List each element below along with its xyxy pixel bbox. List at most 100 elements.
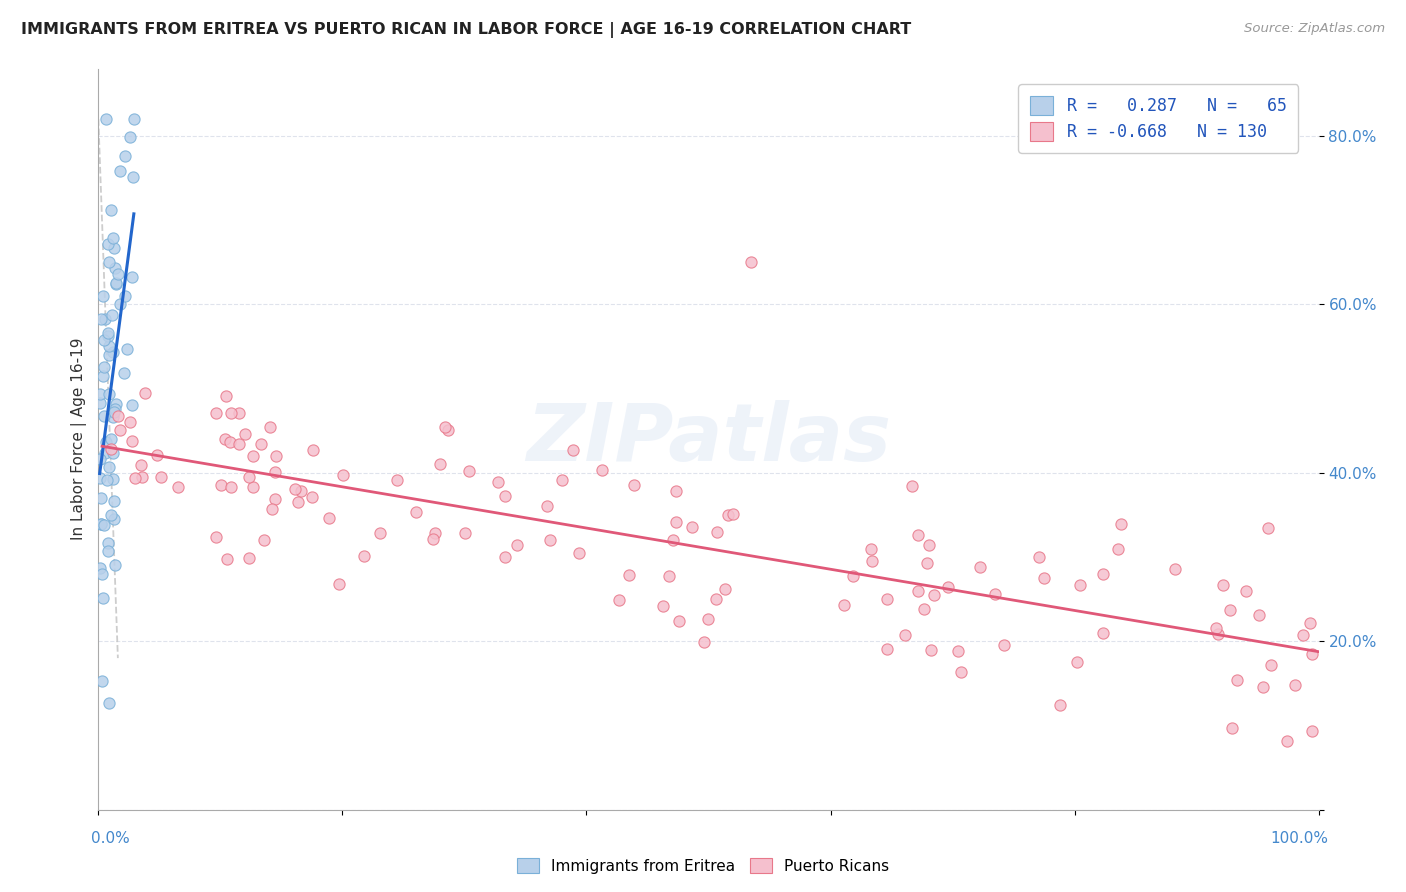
Point — [253, 533, 276, 548]
Point — [91, 674, 114, 689]
Point — [907, 583, 929, 598]
Point — [100, 442, 122, 456]
Point — [714, 582, 737, 597]
Point — [876, 591, 898, 606]
Point — [89, 386, 111, 401]
Point — [405, 505, 427, 519]
Point — [103, 512, 125, 526]
Point — [290, 484, 312, 499]
Point — [121, 398, 143, 412]
Text: 100.0%: 100.0% — [1271, 831, 1329, 847]
Point — [104, 402, 127, 417]
Point — [1260, 658, 1282, 673]
Point — [90, 311, 112, 326]
Point — [917, 557, 939, 571]
Point — [103, 409, 125, 424]
Point — [103, 494, 125, 508]
Point — [664, 516, 686, 530]
Point — [93, 446, 115, 460]
Point — [100, 508, 122, 523]
Point — [1107, 541, 1129, 556]
Point — [561, 442, 583, 457]
Point — [264, 449, 287, 463]
Point — [506, 538, 529, 552]
Point — [302, 442, 325, 457]
Point — [204, 530, 226, 544]
Point — [114, 149, 136, 163]
Point — [219, 480, 242, 494]
Point — [1212, 578, 1234, 592]
Point — [101, 231, 124, 245]
Point — [453, 525, 475, 540]
Point — [1205, 621, 1227, 635]
Point — [214, 432, 236, 446]
Point — [318, 511, 340, 525]
Point — [696, 612, 718, 626]
Point — [494, 490, 516, 504]
Point — [706, 525, 728, 540]
Point — [100, 202, 122, 217]
Point — [550, 473, 572, 487]
Point — [842, 569, 865, 583]
Point — [740, 255, 762, 269]
Point — [681, 520, 703, 534]
Text: 0.0%: 0.0% — [91, 831, 131, 847]
Point — [936, 580, 959, 594]
Point — [1277, 734, 1299, 748]
Point — [283, 482, 305, 496]
Point — [665, 483, 688, 498]
Point — [876, 642, 898, 657]
Point — [97, 696, 120, 710]
Point — [717, 508, 740, 522]
Point — [91, 369, 114, 384]
Point — [1253, 680, 1275, 694]
Point — [121, 269, 143, 284]
Point — [219, 406, 242, 420]
Point — [1226, 673, 1249, 687]
Point — [907, 528, 929, 542]
Point — [103, 445, 125, 459]
Point — [264, 466, 287, 480]
Point — [100, 432, 122, 446]
Point — [93, 333, 115, 347]
Point — [101, 345, 124, 359]
Point — [652, 599, 675, 614]
Point — [1257, 520, 1279, 534]
Point — [617, 567, 640, 582]
Point — [89, 395, 111, 409]
Point — [946, 644, 969, 658]
Point — [104, 558, 127, 572]
Point — [228, 405, 250, 419]
Point — [1049, 698, 1071, 713]
Point — [97, 536, 120, 550]
Legend: R =   0.287   N =   65, R = -0.668   N = 130: R = 0.287 N = 65, R = -0.668 N = 130 — [1018, 84, 1298, 153]
Point — [217, 552, 239, 566]
Point — [436, 423, 458, 437]
Point — [105, 276, 128, 290]
Point — [920, 643, 942, 657]
Point — [215, 389, 238, 403]
Point — [993, 638, 1015, 652]
Point — [1292, 628, 1315, 642]
Point — [209, 477, 232, 491]
Point — [103, 472, 125, 486]
Point — [568, 546, 591, 560]
Point — [122, 169, 145, 184]
Point — [93, 409, 115, 423]
Point — [131, 470, 153, 484]
Point — [1247, 607, 1270, 622]
Point — [264, 492, 287, 507]
Point — [110, 297, 132, 311]
Point — [97, 255, 120, 269]
Point — [1092, 626, 1115, 640]
Point — [668, 614, 690, 628]
Point — [108, 423, 131, 437]
Point — [112, 366, 135, 380]
Point — [1301, 647, 1323, 661]
Point — [90, 516, 112, 531]
Point — [90, 491, 112, 506]
Point — [250, 437, 273, 451]
Point — [118, 129, 141, 144]
Point — [107, 409, 129, 424]
Point — [118, 415, 141, 429]
